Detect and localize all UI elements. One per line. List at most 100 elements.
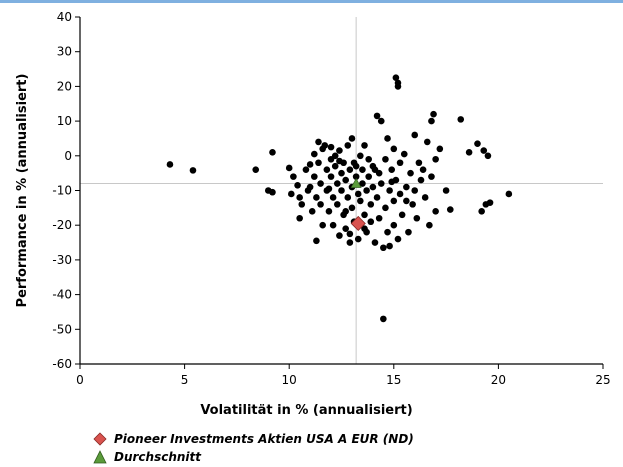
scatter-point [346, 230, 354, 238]
scatter-point [400, 150, 408, 158]
scatter-point [421, 194, 429, 201]
scatter-point [189, 167, 197, 174]
scatter-point [409, 201, 416, 208]
scatter-point [390, 221, 398, 229]
legend-label-average: Durchschnitt [114, 450, 202, 464]
scatter-point [478, 208, 485, 215]
scatter-point [252, 166, 260, 173]
y-tick-label: -40 [52, 288, 72, 302]
scatter-point [357, 152, 364, 160]
scatter-point [392, 74, 400, 82]
scatter-point [331, 152, 339, 160]
scatter-point [361, 211, 368, 219]
legend-item-fund: Pioneer Investments Aktien USA A EUR (ND… [92, 430, 414, 448]
top-border [0, 0, 623, 3]
scatter-point [365, 155, 372, 163]
scatter-point [325, 185, 333, 193]
legend: Pioneer Investments Aktien USA A EUR (ND… [92, 430, 414, 466]
scatter-point [346, 239, 354, 246]
y-tick-label: 30 [57, 45, 72, 59]
scatter-point [346, 166, 354, 173]
scatter-point [336, 232, 343, 239]
legend-item-average: Durchschnitt [92, 448, 414, 466]
scatter-point [298, 201, 306, 208]
scatter-point [386, 187, 393, 194]
scatter-point [388, 166, 396, 173]
scatter-point [325, 208, 333, 215]
scatter-point [311, 173, 318, 180]
scatter-point [486, 199, 494, 206]
scatter-point [480, 147, 488, 154]
fund-point [350, 215, 366, 232]
scatter-point [446, 206, 454, 213]
scatter-point [308, 208, 316, 215]
scatter-point [405, 228, 412, 236]
axis-ticks: 40 30 20 10 0 -10 -20 -30 -40 -50 -60 0 5 10 15 20 25 [52, 10, 610, 387]
scatter-point [505, 190, 513, 198]
scatter-point [359, 180, 366, 187]
y-tick-label: -50 [52, 322, 72, 336]
scatter-point [354, 235, 362, 243]
scatter-point [329, 194, 337, 201]
scatter-point [377, 180, 385, 187]
scatter-point [336, 147, 343, 154]
scatter-point [361, 225, 368, 232]
y-tick-label: -60 [52, 357, 72, 371]
scatter-point [363, 187, 370, 194]
scatter-point [306, 161, 314, 168]
scatter-point [428, 173, 435, 180]
x-tick-label: 10 [282, 373, 297, 387]
scatter-point [348, 204, 356, 212]
scatter-point [357, 197, 364, 205]
scatter-point [375, 214, 383, 222]
scatter-point [296, 214, 303, 222]
diamond-icon [93, 432, 107, 446]
triangle-icon [93, 450, 107, 464]
scatter-point [413, 214, 421, 222]
scatter-point [384, 228, 391, 236]
scatter-point [285, 164, 293, 172]
scatter-point [342, 176, 349, 184]
scatter-point [329, 221, 337, 229]
x-tick-label: 15 [386, 373, 401, 387]
scatter-point [367, 201, 375, 208]
scatter-point [426, 221, 433, 229]
axes [79, 17, 603, 365]
scatter-point [411, 187, 419, 194]
y-axis-title: Performance in % (annualisiert) [15, 74, 30, 308]
scatter-point [348, 135, 356, 142]
scatter-point [327, 143, 335, 151]
scatter-point [484, 152, 492, 160]
scatter-point [319, 221, 326, 229]
scatter-point [311, 150, 318, 158]
scatter-point [269, 188, 276, 196]
scatter-point [380, 315, 387, 323]
scatter-point [344, 194, 352, 201]
scatter-point [394, 83, 402, 90]
scatter-point [331, 162, 339, 170]
scatter-point [342, 225, 349, 232]
scatter-point [296, 194, 303, 201]
scatter-point [338, 187, 345, 194]
scatter-point [384, 135, 391, 142]
scatter-point [352, 162, 360, 170]
scatter-point [396, 190, 404, 198]
scatter-point [336, 157, 343, 165]
scatter-chart: 40 30 20 10 0 -10 -20 -30 -40 -50 -60 0 5 10 15 20 25 Vo… [15, 10, 611, 418]
y-tick-label: -10 [52, 184, 72, 198]
y-tick-label: 0 [64, 149, 72, 163]
y-tick-label: 10 [57, 114, 72, 128]
y-tick-label: 20 [57, 79, 72, 93]
scatter-point [394, 235, 402, 243]
x-tick-label: 25 [595, 373, 610, 387]
average-point [350, 177, 362, 188]
scatter-point [315, 138, 322, 146]
scatter-point [407, 169, 414, 177]
scatter-point [373, 194, 381, 201]
scatter-point [166, 161, 174, 168]
scatter-point [287, 190, 295, 198]
x-tick-label: 20 [491, 373, 506, 387]
scatter-point [344, 142, 352, 149]
scatter-point [390, 145, 398, 153]
scatter-point [354, 190, 362, 198]
